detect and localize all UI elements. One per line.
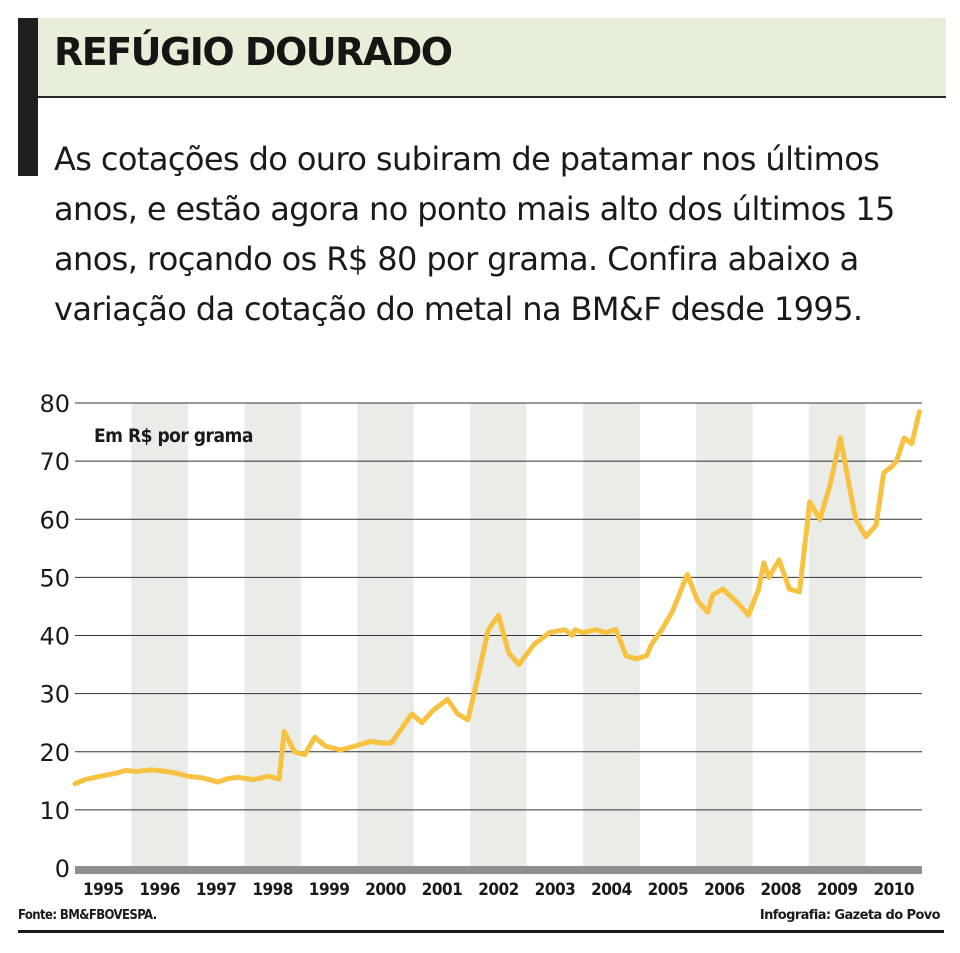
x-tick-label: 2003 (535, 880, 576, 900)
y-tick-label: 30 (39, 681, 70, 709)
header-accent-bar (18, 18, 38, 176)
y-tick-label: 10 (39, 797, 70, 825)
y-tick-label: 40 (39, 623, 70, 651)
x-tick-label: 1995 (83, 880, 124, 900)
series-line-group (72, 409, 922, 787)
x-tick-label: 2010 (873, 880, 914, 900)
x-tick-label: 2005 (648, 880, 689, 900)
gridlines (75, 402, 922, 874)
y-tick-label: 70 (39, 448, 70, 476)
series-line (72, 409, 922, 787)
x-tick-label: 2008 (761, 880, 802, 900)
chart-annotations: Em R$ por grama (94, 425, 253, 447)
y-tick-label: 60 (39, 506, 70, 534)
y-tick-label: 50 (39, 564, 70, 592)
bottom-rule (18, 930, 944, 933)
header-band (38, 18, 946, 96)
x-tick-label: 2001 (422, 880, 463, 900)
x-tick-label: 1999 (309, 880, 350, 900)
credit-note: Infografia: Gazeta do Povo (759, 908, 941, 923)
x-axis-baseline (75, 866, 922, 874)
x-tick-label: 2006 (704, 880, 745, 900)
x-tick-label: 1998 (252, 880, 293, 900)
header-divider (38, 96, 946, 98)
y-tick-label: 0 (55, 855, 70, 883)
source-note: Fonte: BM&FBOVESPA. (18, 908, 157, 923)
x-tick-label: 1996 (139, 880, 180, 900)
chart-subtitle: As cotações do ouro subiram de patamar n… (54, 140, 895, 328)
x-tick-label: 2004 (591, 880, 632, 900)
y-axis-ticks: 0 10 20 30 40 50 60 70 80 (39, 390, 70, 883)
unit-label: Em R$ por grama (94, 425, 253, 447)
x-tick-label: 2002 (478, 880, 519, 900)
x-tick-label: 1997 (196, 880, 237, 900)
y-tick-label: 80 (39, 390, 70, 418)
chart-title: REFÚGIO DOURADO (54, 30, 453, 74)
x-tick-label: 2000 (365, 880, 406, 900)
y-tick-label: 20 (39, 739, 70, 767)
x-axis-ticks: 1995 1996 1997 1998 1999 2000 2001 2002 2003 2004… (83, 880, 915, 900)
x-tick-label: 2009 (817, 880, 858, 900)
